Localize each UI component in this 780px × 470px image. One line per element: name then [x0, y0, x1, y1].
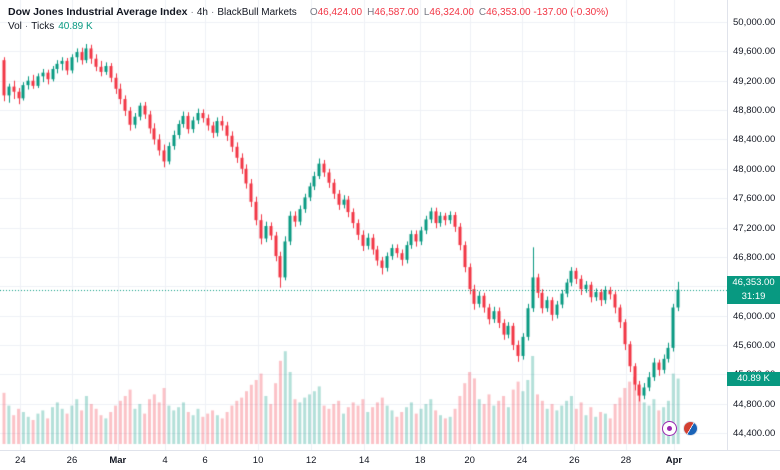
price-axis-label: 48,400.00: [733, 134, 776, 146]
time-axis-label: 26: [66, 455, 78, 466]
price-axis-label: 46,800.00: [733, 251, 776, 263]
last-price-label: 46,353.00 31:19: [727, 275, 780, 304]
ohlc-values: O46,424.00 H46,587.00 L46,324.00 C46,353.00…: [305, 7, 609, 18]
us-flag-icon[interactable]: [683, 421, 698, 436]
open-value: 46,424.00: [317, 7, 363, 18]
low-label: L: [423, 7, 430, 18]
high-label: H: [367, 7, 375, 18]
time-axis-label: 18: [414, 455, 426, 466]
legend-separator: ·: [24, 21, 29, 32]
last-price-value: 46,353.00: [732, 276, 775, 288]
legend-separator: ·: [211, 7, 215, 18]
time-axis-label: Apr: [665, 455, 683, 466]
event-marker-icon[interactable]: [662, 421, 677, 436]
time-axis-label: 20: [464, 455, 475, 466]
volume-value: 40.89 K: [58, 21, 93, 32]
event-marker-dot: [667, 426, 672, 431]
exchange-label[interactable]: BlackBull Markets: [217, 7, 297, 18]
price-axis-label: 50,000.00: [733, 17, 776, 28]
volume-axis-value: 40.89 K: [737, 372, 770, 384]
time-axis-label: 12: [305, 455, 317, 466]
symbol-row: Dow Jones Industrial Average Index · 4h · Bl…: [8, 5, 608, 20]
volume-axis-label: 40.89 K: [727, 371, 780, 386]
time-axis-label: 24: [516, 455, 528, 466]
low-value: 46,324.00: [429, 7, 474, 18]
price-axis-label: 45,600.00: [733, 339, 776, 351]
volume-row: Vol · Ticks 40.89 K: [8, 20, 608, 34]
time-axis-label: 14: [358, 455, 370, 466]
time-axis-label: 10: [252, 455, 264, 466]
bar-countdown: 31:19: [741, 290, 766, 302]
close-label: C: [478, 7, 487, 18]
price-axis-label: 47,600.00: [733, 193, 776, 205]
price-axis-label: 46,000.00: [733, 310, 776, 322]
chart-event-badges: [662, 421, 698, 436]
symbol-name[interactable]: Dow Jones Industrial Average Index: [8, 6, 188, 18]
price-axis-label: 44,400.00: [733, 428, 776, 439]
price-axis-label: 47,200.00: [733, 222, 776, 234]
price-axis-label: 44,800.00: [733, 398, 776, 410]
time-axis-label: 26: [569, 455, 580, 466]
open-label: O: [309, 7, 318, 18]
time-axis-label: 6: [202, 455, 208, 466]
time-axis-label: 4: [162, 455, 168, 466]
time-axis-label: 28: [620, 455, 632, 466]
chart-legend: Dow Jones Industrial Average Index · 4h · Bl…: [8, 5, 608, 34]
price-axis-label: 49,200.00: [733, 75, 776, 87]
high-value: 46,587.00: [374, 7, 419, 18]
time-axis[interactable]: 24 26 Mar 4 6 10 12 14 18 20 24 26 28 Apr: [0, 450, 780, 470]
time-axis-label: Mar: [109, 455, 127, 466]
close-value: 46,353.00: [486, 7, 531, 18]
volume-type: Ticks: [31, 21, 55, 32]
volume-label[interactable]: Vol: [8, 21, 22, 32]
interval-label[interactable]: 4h: [196, 7, 208, 18]
price-axis-label: 48,800.00: [733, 105, 776, 117]
legend-separator: ·: [190, 7, 194, 18]
time-axis-label: 24: [15, 455, 26, 466]
price-axis-label: 48,000.00: [733, 163, 776, 175]
price-axis-label: 49,600.00: [733, 46, 776, 58]
change-value: -137.00 (-0.30%): [533, 7, 609, 18]
